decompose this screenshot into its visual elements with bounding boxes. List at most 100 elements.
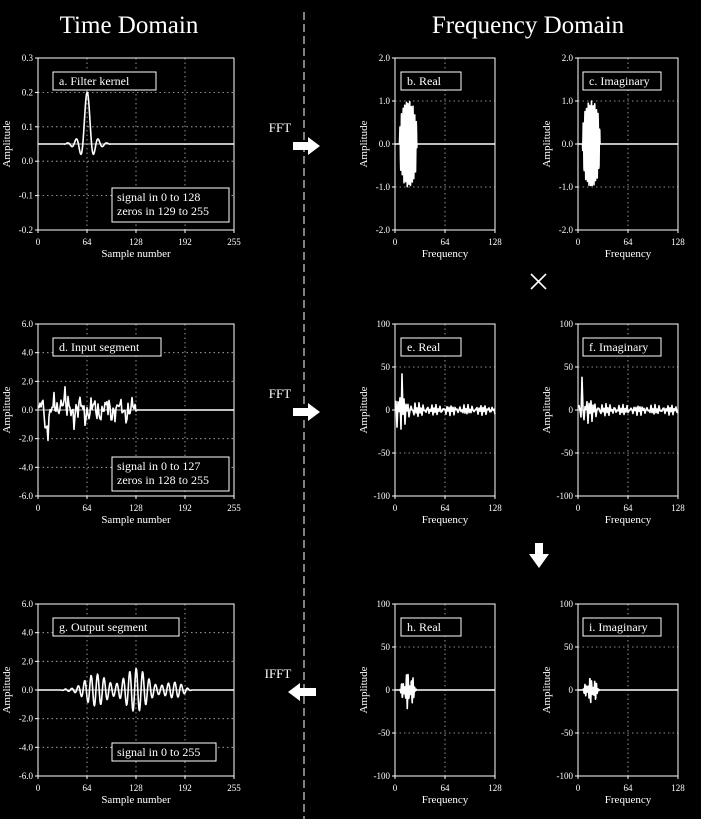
y-tick-label: -1.0 [376, 182, 391, 192]
x-tick-label: 0 [393, 237, 398, 247]
y-tick-label: 50 [564, 362, 574, 372]
x-tick-label: 0 [393, 783, 398, 793]
chart-g: 6.0 4.0 2.0 0.0 -2.0 -4.0 -6.00 64 128 192 255 Samp… [1, 599, 241, 806]
y-axis-label: Amplitude [358, 666, 370, 713]
chart-title: h. Real [407, 620, 442, 634]
x-tick-label: 192 [178, 237, 192, 247]
fft-label-2: FFT [269, 386, 291, 401]
multiply-icon [530, 273, 547, 290]
chart-title-box [52, 617, 180, 637]
y-tick-label: 0.2 [22, 87, 33, 97]
x-tick-label: 128 [129, 237, 143, 247]
y-tick-label: 1.0 [562, 96, 574, 106]
ifft-label: IFFT [265, 666, 292, 681]
signal-trace [395, 373, 496, 430]
note-line: signal in 0 to 127 [117, 459, 200, 473]
y-axis-label: Amplitude [358, 120, 370, 167]
right-arrow-icon [293, 137, 320, 155]
x-tick-label: 255 [227, 503, 241, 513]
y-tick-label: -2.0 [376, 225, 391, 235]
x-tick-label: 0 [36, 503, 41, 513]
y-tick-label: -50 [561, 448, 573, 458]
chart-title: e. Real [407, 340, 441, 354]
signal-trace [394, 673, 496, 710]
chart-title: i. Imaginary [589, 620, 648, 634]
x-tick-label: 64 [83, 503, 93, 513]
y-tick-label: 0 [569, 405, 574, 415]
y-tick-label: 2.0 [562, 53, 574, 63]
signal-trace [577, 100, 679, 187]
y-tick-label: 0 [386, 685, 391, 695]
y-tick-label: 100 [377, 319, 391, 329]
y-axis-label: Amplitude [358, 386, 370, 433]
x-tick-label: 128 [671, 783, 685, 793]
y-tick-label: 0.3 [22, 53, 34, 63]
y-tick-label: 0 [386, 405, 391, 415]
y-tick-label: -50 [378, 448, 390, 458]
y-axis-label: Amplitude [541, 120, 553, 167]
fft-label-1: FFT [269, 120, 291, 135]
x-axis-label: Frequency [422, 514, 469, 526]
y-tick-label: 0.1 [22, 122, 33, 132]
time-domain-header: Time Domain [60, 12, 199, 39]
chart-title-box [582, 71, 662, 91]
note-line: zeros in 128 to 255 [117, 473, 209, 487]
y-tick-label: -50 [561, 728, 573, 738]
y-tick-label: -2.0 [19, 434, 34, 444]
y-axis-label: Amplitude [541, 666, 553, 713]
x-tick-label: 0 [576, 783, 581, 793]
x-tick-label: 128 [488, 783, 502, 793]
y-tick-label: 4.0 [22, 348, 34, 358]
y-tick-label: 4.0 [22, 628, 34, 638]
chart-b: 2.0 1.0 0.0 -1.0 -2.00 64 128 Frequency Amplitud… [358, 53, 502, 260]
x-tick-label: 128 [488, 237, 502, 247]
chart-title: f. Imaginary [589, 340, 648, 354]
chart-title-box [52, 337, 162, 357]
y-axis-label: Amplitude [541, 386, 553, 433]
chart-title: b. Real [407, 74, 442, 88]
x-tick-label: 192 [178, 503, 192, 513]
note-box [111, 456, 230, 492]
x-tick-label: 0 [36, 783, 41, 793]
y-axis-label: Amplitude [1, 120, 13, 167]
y-tick-label: -6.0 [19, 771, 34, 781]
x-tick-label: 0 [576, 237, 581, 247]
chart-title: d. Input segment [59, 340, 140, 354]
x-tick-label: 64 [441, 237, 451, 247]
right-arrow-icon [293, 403, 320, 421]
y-tick-label: 100 [560, 599, 574, 609]
x-tick-label: 0 [36, 237, 41, 247]
y-tick-label: 50 [381, 642, 391, 652]
y-tick-label: 100 [377, 599, 391, 609]
x-axis-label: Frequency [605, 794, 652, 806]
chart-title-box [400, 617, 462, 637]
signal-trace [394, 100, 496, 188]
frequency-domain-header: Frequency Domain [432, 12, 625, 39]
x-axis-label: Frequency [422, 794, 469, 806]
chart-c: 2.0 1.0 0.0 -1.0 -2.00 64 128 Frequency Amplitud… [541, 53, 685, 260]
y-tick-label: 0.0 [22, 156, 34, 166]
note-box [111, 187, 230, 223]
y-tick-label: -0.2 [19, 225, 33, 235]
x-axis-label: Frequency [605, 248, 652, 260]
x-tick-label: 128 [129, 783, 143, 793]
note-line: signal in 0 to 128 [117, 190, 200, 204]
x-tick-label: 255 [227, 237, 241, 247]
x-tick-label: 64 [83, 237, 93, 247]
x-tick-label: 64 [624, 783, 634, 793]
down-arrow-icon [529, 543, 549, 568]
y-axis-label: Amplitude [1, 386, 13, 433]
y-tick-label: 0 [569, 685, 574, 695]
chart-title: c. Imaginary [589, 74, 650, 88]
chart-title-box [52, 71, 157, 91]
y-tick-label: 2.0 [22, 656, 34, 666]
signal-trace [577, 677, 679, 704]
x-tick-label: 192 [178, 783, 192, 793]
y-tick-label: -100 [374, 491, 391, 501]
y-tick-label: -4.0 [19, 462, 34, 472]
left-arrow-icon [288, 683, 316, 701]
chart-title: a. Filter kernel [59, 74, 130, 88]
